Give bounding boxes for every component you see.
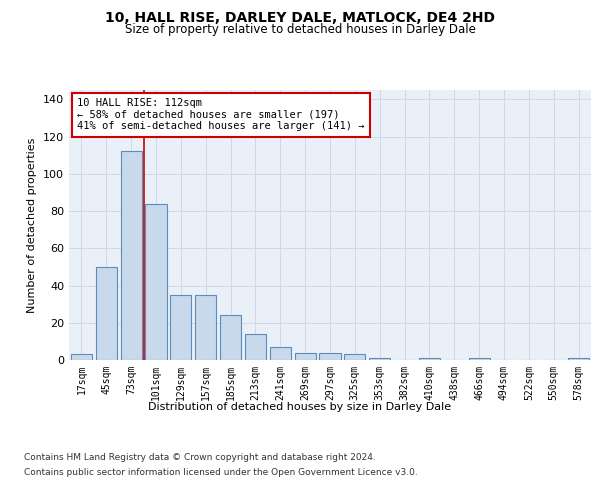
Bar bbox=[220, 316, 241, 360]
Text: Distribution of detached houses by size in Darley Dale: Distribution of detached houses by size … bbox=[148, 402, 452, 412]
Bar bbox=[419, 358, 440, 360]
Bar bbox=[121, 152, 142, 360]
Bar bbox=[145, 204, 167, 360]
Text: 10, HALL RISE, DARLEY DALE, MATLOCK, DE4 2HD: 10, HALL RISE, DARLEY DALE, MATLOCK, DE4… bbox=[105, 10, 495, 24]
Bar bbox=[71, 354, 92, 360]
Bar bbox=[295, 352, 316, 360]
Bar bbox=[319, 352, 341, 360]
Bar bbox=[469, 358, 490, 360]
Text: 10 HALL RISE: 112sqm
← 58% of detached houses are smaller (197)
41% of semi-deta: 10 HALL RISE: 112sqm ← 58% of detached h… bbox=[77, 98, 364, 132]
Bar bbox=[270, 347, 291, 360]
Bar bbox=[568, 358, 589, 360]
Text: Contains public sector information licensed under the Open Government Licence v3: Contains public sector information licen… bbox=[24, 468, 418, 477]
Bar bbox=[170, 295, 191, 360]
Bar bbox=[369, 358, 390, 360]
Text: Contains HM Land Registry data © Crown copyright and database right 2024.: Contains HM Land Registry data © Crown c… bbox=[24, 453, 376, 462]
Y-axis label: Number of detached properties: Number of detached properties bbox=[28, 138, 37, 312]
Bar bbox=[195, 295, 216, 360]
Bar bbox=[344, 354, 365, 360]
Bar bbox=[96, 267, 117, 360]
Text: Size of property relative to detached houses in Darley Dale: Size of property relative to detached ho… bbox=[125, 24, 475, 36]
Bar bbox=[245, 334, 266, 360]
